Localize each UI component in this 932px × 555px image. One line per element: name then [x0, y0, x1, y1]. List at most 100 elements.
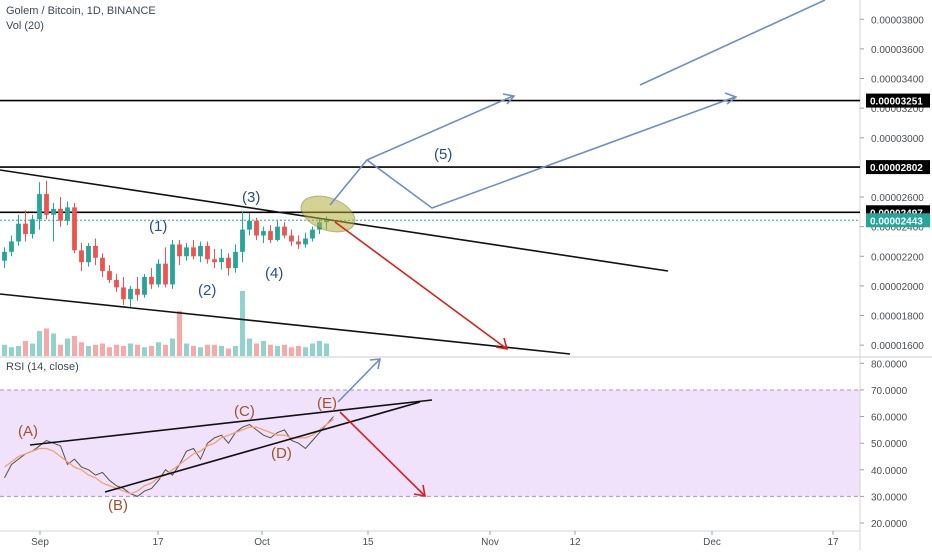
candle-body: [219, 257, 224, 263]
volume-bar: [247, 338, 252, 356]
volume-bar: [226, 348, 231, 356]
candle-body: [16, 223, 21, 242]
wave-label-c: (C): [234, 403, 255, 420]
time-tick-label: Oct: [254, 537, 270, 548]
candle-body: [254, 220, 259, 236]
volume-bar: [233, 346, 238, 356]
volume-bar: [149, 346, 154, 356]
price-tick-label: 0.00003400: [871, 75, 924, 86]
candle-body: [9, 241, 14, 252]
time-tick-label: 15: [362, 537, 374, 548]
wave-label-d: (D): [271, 445, 292, 462]
volume-bar: [44, 328, 49, 356]
price-tick-label: 0.00002200: [871, 252, 924, 263]
candle-body: [310, 229, 315, 239]
long-term-arrow: [639, 0, 826, 86]
rsi-tick-label: 60.0000: [871, 413, 908, 424]
lower-channel-line: [0, 293, 571, 355]
volume-bar: [268, 344, 273, 356]
last-price-badge: 0.00002443: [870, 216, 923, 227]
volume-bar: [289, 347, 294, 356]
candle-body: [30, 219, 35, 235]
rsi-average-line: [4, 418, 334, 495]
wave-label-a: (A): [18, 423, 38, 440]
volume-bar: [177, 311, 182, 356]
candle-body: [296, 241, 301, 245]
drawings: [0, 169, 669, 493]
price-tick-label: 0.00002600: [871, 193, 924, 204]
bearish-arrow: [334, 221, 508, 350]
rsi-lines: [4, 416, 334, 497]
volume-bar: [58, 344, 63, 356]
time-tick-label: Dec: [703, 537, 721, 548]
candle-body: [275, 226, 280, 240]
price-level-lines: [0, 99, 860, 221]
volume-bar: [261, 341, 266, 356]
price-level-badge: 0.00003251: [870, 97, 923, 108]
candle-body: [149, 277, 154, 285]
rsi-tick-label: 20.0000: [871, 519, 908, 530]
volume-bar: [205, 344, 210, 356]
candle-body: [142, 277, 147, 295]
volume-bar: [65, 338, 70, 356]
candle-body: [233, 251, 238, 269]
time-tick-label: 17: [827, 537, 839, 548]
candle-body: [261, 231, 266, 236]
time-axis: Sep 17 Oct 15 Nov 12 Dec 17: [31, 531, 839, 548]
volume-bar: [16, 346, 21, 356]
candle-body: [114, 279, 119, 288]
volume-bar: [121, 346, 126, 356]
candle-body: [79, 250, 84, 263]
volume-bar: [128, 343, 133, 356]
candle-body: [23, 223, 28, 235]
candle-body: [2, 251, 7, 261]
volume-bar: [170, 338, 175, 356]
time-tick-label: Sep: [31, 537, 49, 548]
volume-bars: [2, 291, 329, 356]
candle-body: [135, 288, 140, 295]
volume-bar: [51, 333, 56, 356]
candle-body: [51, 208, 56, 215]
candle-body: [240, 229, 245, 252]
volume-bar: [9, 347, 14, 356]
volume-bar: [93, 344, 98, 356]
candle-body: [37, 194, 42, 220]
candle-body: [226, 257, 231, 269]
candle-body: [191, 247, 196, 257]
volume-bar: [219, 346, 224, 356]
price-tick-label: 0.00002000: [871, 282, 924, 293]
rsi-tick-label: 50.0000: [871, 439, 908, 450]
candle-body: [198, 245, 203, 257]
candle-body: [205, 245, 210, 260]
volume-bar: [310, 343, 315, 356]
candle-body: [72, 207, 77, 251]
candle-body: [247, 220, 252, 230]
candle-body: [268, 231, 273, 240]
volume-bar: [198, 347, 203, 356]
rsi-down-arrowhead: [413, 484, 426, 497]
volume-indicator-label: Vol (20): [6, 20, 44, 32]
volume-bar: [114, 344, 119, 356]
bearish-arrowhead: [495, 337, 509, 351]
volume-bar: [303, 347, 308, 356]
candle-body: [93, 245, 98, 258]
rsi-up-arrowhead: [369, 358, 381, 370]
wave-label-5: (5): [434, 146, 452, 163]
candle-body: [107, 271, 112, 280]
candle-body: [121, 287, 126, 300]
time-tick-label: 17: [152, 537, 164, 548]
last-price-badge-bg: [866, 213, 930, 228]
rsi-up-arrow: [337, 358, 381, 403]
candle-body: [289, 235, 294, 242]
rsi-axis: 80.0000 70.0000 60.0000 50.0000 40.0000 30.00…: [0, 359, 908, 530]
price-level-badge: 0.00002802: [870, 163, 923, 174]
volume-bar: [100, 343, 105, 356]
candle-body: [128, 288, 133, 300]
candle-body: [170, 244, 175, 285]
chart-title: Golem / Bitcoin, 1D, BINANCE: [6, 5, 156, 17]
candle-body: [86, 245, 91, 263]
volume-bar: [163, 344, 168, 356]
volume-bar: [296, 346, 301, 356]
volume-bar: [240, 291, 245, 356]
